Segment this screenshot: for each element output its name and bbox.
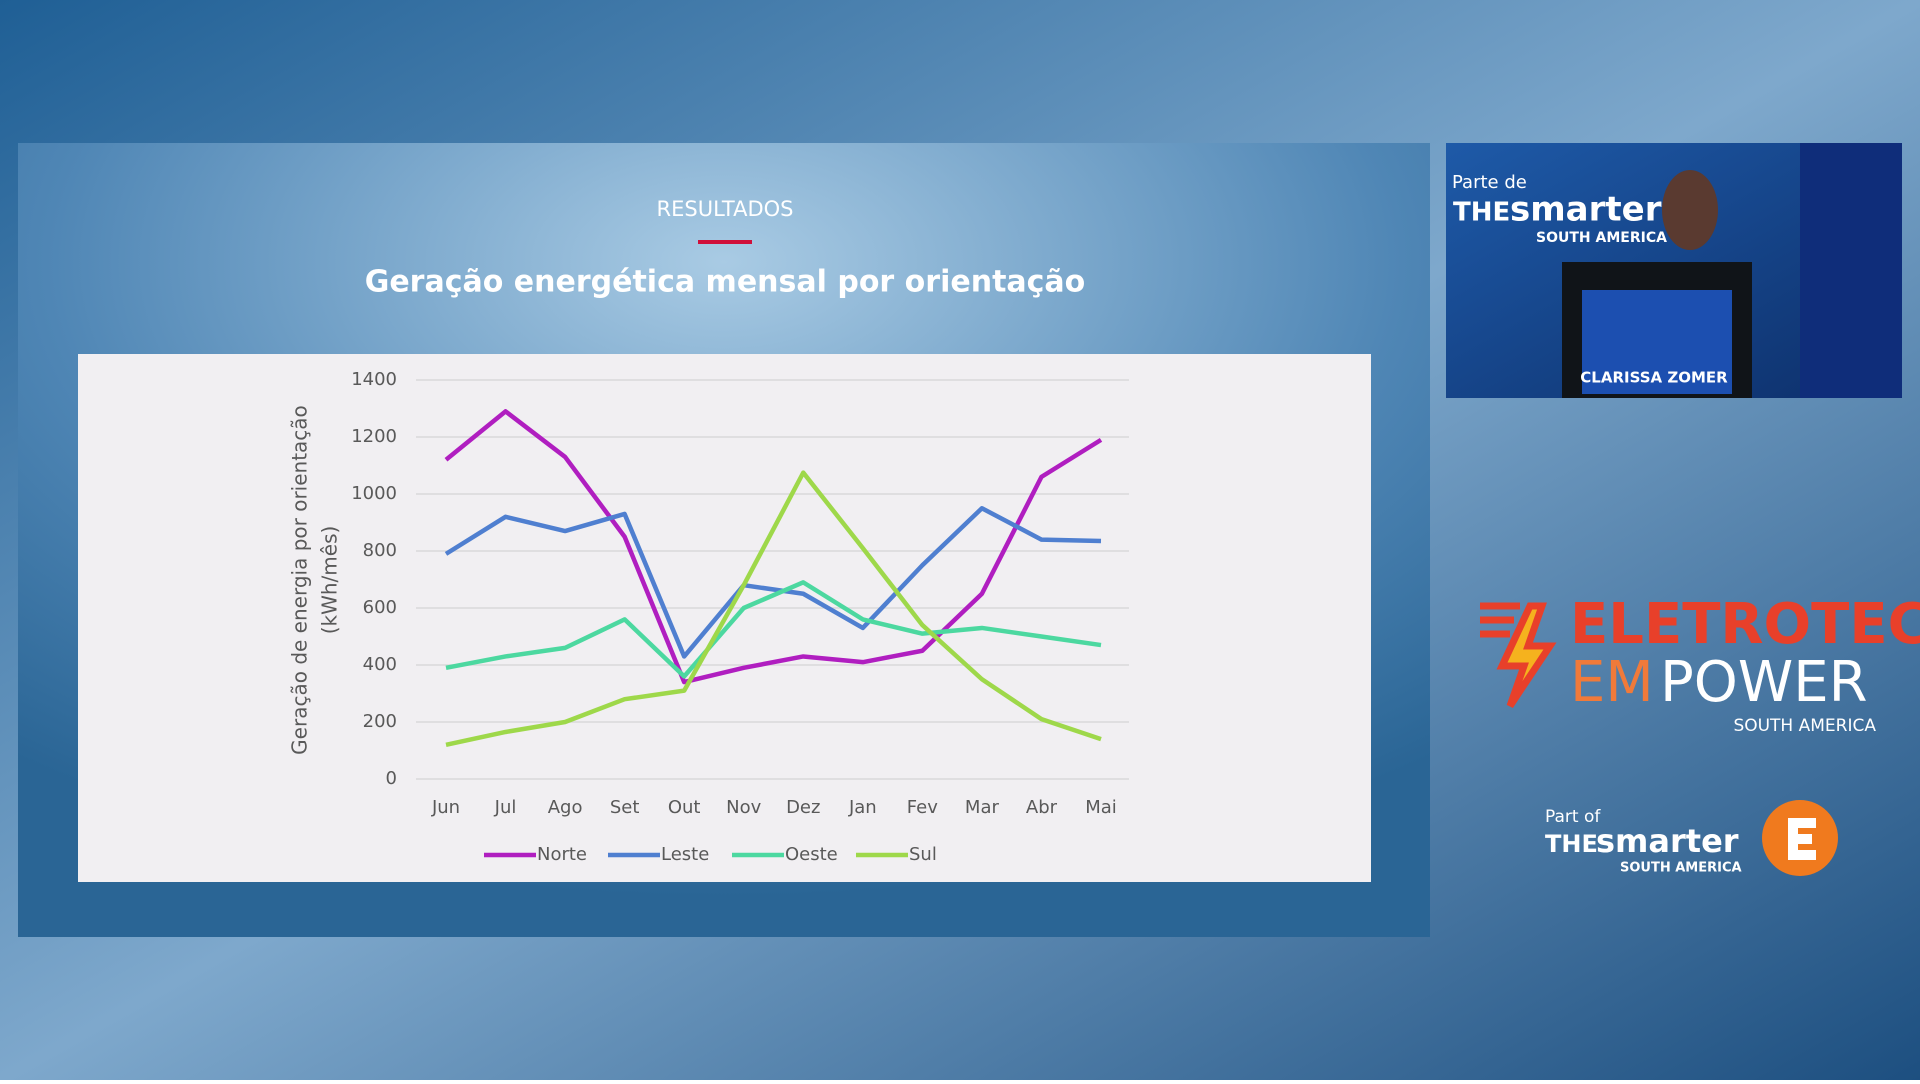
speaker-figure	[1662, 170, 1718, 250]
legend-label: Oeste	[785, 844, 838, 865]
x-tick-label: Mai	[1085, 797, 1117, 818]
section-underline	[698, 240, 752, 244]
y-tick-label: 1000	[351, 483, 397, 504]
empower-em: EM	[1570, 650, 1654, 715]
y-tick-label: 1200	[351, 426, 397, 447]
the-word: THE	[1545, 830, 1598, 858]
x-tick-label: Jan	[848, 797, 877, 818]
x-tick-label: Dez	[786, 797, 820, 818]
video-stage-backdrop	[1800, 143, 1902, 398]
series-line	[445, 470, 1102, 747]
x-tick-label: Abr	[1026, 797, 1058, 818]
chart: 0 200 400 600 800 1000 1200 1400 Jun Jul Ago Set Out…	[288, 369, 1129, 865]
x-tick-label: Jul	[494, 797, 517, 818]
y-axis-label: Geração de energia por orientação	[288, 405, 312, 755]
x-tick-label: Ago	[548, 797, 583, 818]
legend-label: Leste	[661, 844, 709, 865]
y-tick-label: 200	[363, 711, 397, 732]
series-line	[444, 506, 1102, 659]
eletrotec-word: ELETROTEC	[1570, 592, 1920, 657]
y-axis-label: (kWh/mês)	[318, 526, 342, 635]
empower-power: POWER	[1660, 650, 1868, 715]
overlay-part: Parte de	[1452, 172, 1527, 193]
series-line	[444, 409, 1103, 685]
y-tick-label: 400	[363, 654, 397, 675]
smarter-word: smarter	[1596, 822, 1739, 860]
y-tick-label: 800	[363, 540, 397, 561]
eletrotec-region: SOUTH AMERICA	[1733, 716, 1876, 736]
smarter-e-letter	[1788, 818, 1816, 860]
part-of: Part of	[1545, 807, 1601, 827]
overlay-region: SOUTH AMERICA	[1536, 230, 1667, 246]
overlay-the: THE	[1453, 198, 1510, 228]
x-tick-label: Set	[610, 797, 640, 818]
smarter-region: SOUTH AMERICA	[1620, 861, 1742, 876]
x-tick-label: Mar	[965, 797, 1000, 818]
y-tick-label: 1400	[351, 369, 397, 390]
legend-label: Norte	[537, 844, 587, 865]
overlay-brand: smarter	[1510, 190, 1662, 230]
podium-sign	[1582, 290, 1732, 394]
x-tick-label: Nov	[726, 797, 761, 818]
x-tick-label: Fev	[907, 797, 938, 818]
eletrotec-bolt	[1480, 602, 1557, 708]
slide-section: RESULTADOS	[657, 197, 794, 221]
slide-title: Geração energética mensal por orientação	[365, 265, 1086, 300]
legend-label: Sul	[909, 844, 937, 865]
y-tick-label: 0	[386, 768, 397, 789]
x-tick-label: Out	[668, 797, 701, 818]
x-tick-label: Jun	[431, 797, 460, 818]
y-tick-label: 600	[363, 597, 397, 618]
series-line	[445, 580, 1102, 679]
podium-name: CLARISSA ZOMER	[1580, 369, 1728, 387]
